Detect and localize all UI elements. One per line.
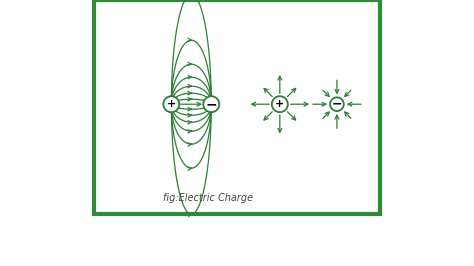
Circle shape <box>164 96 179 112</box>
Circle shape <box>203 96 219 112</box>
Circle shape <box>272 96 288 112</box>
Text: +: + <box>275 99 284 109</box>
Text: −: − <box>206 97 217 111</box>
Text: −: − <box>332 98 342 111</box>
Bar <box>94 0 380 214</box>
Text: Electric Charge: Definition, History, Units, Types & Characteristics: Electric Charge: Definition, History, Un… <box>0 232 474 248</box>
Circle shape <box>330 97 344 111</box>
Text: fig:Electric Charge: fig:Electric Charge <box>164 193 254 203</box>
Text: +: + <box>167 99 176 109</box>
